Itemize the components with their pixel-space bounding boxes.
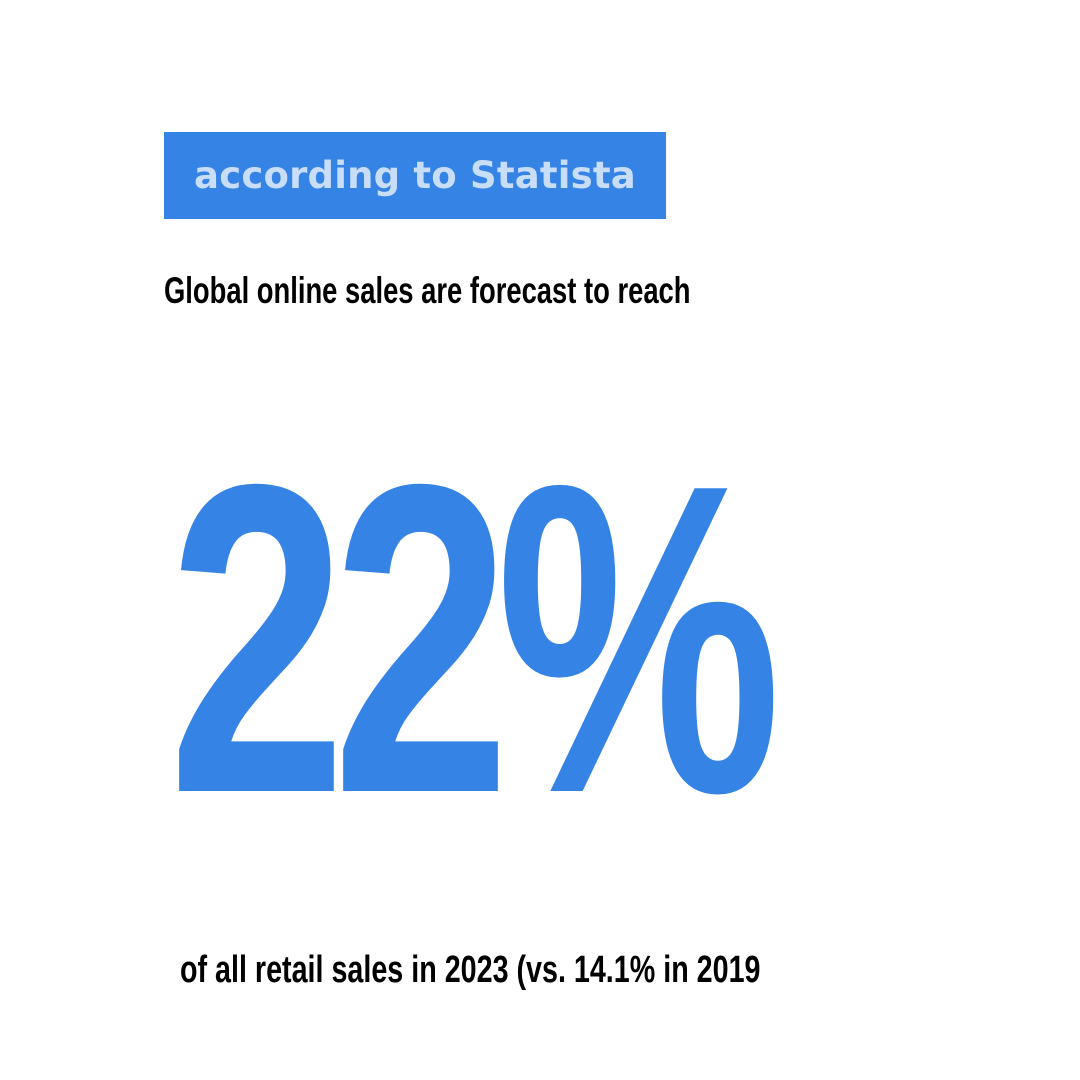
headline: Global online sales are forecast to reac… bbox=[164, 270, 691, 311]
source-badge: according to Statista bbox=[164, 132, 666, 219]
footer-caption: of all retail sales in 2023 (vs. 14.1% i… bbox=[180, 949, 761, 991]
stat-value: 22% bbox=[168, 394, 782, 885]
